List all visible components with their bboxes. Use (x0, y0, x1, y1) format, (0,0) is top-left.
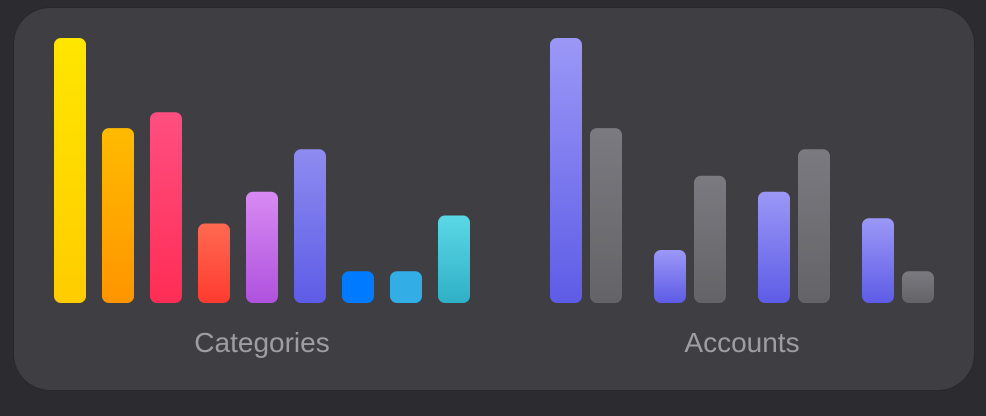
account-bar-2-secondary (694, 175, 726, 303)
accounts-label: Accounts (684, 327, 799, 358)
accounts-bars (550, 38, 934, 303)
category-bar-6 (294, 149, 326, 303)
account-bar-1-primary (550, 38, 582, 303)
account-bar-1-secondary (590, 128, 622, 303)
account-bar-4-secondary (902, 271, 934, 303)
account-bar-4-primary (862, 218, 894, 303)
category-bar-8 (390, 271, 422, 303)
categories-label: Categories (194, 327, 329, 358)
account-bar-3-primary (758, 191, 790, 303)
category-bar-3 (150, 112, 182, 303)
category-bar-2 (102, 128, 134, 303)
account-bar-3-secondary (798, 149, 830, 303)
category-bar-7 (342, 271, 374, 303)
category-bar-4 (198, 223, 230, 303)
account-bar-2-primary (654, 250, 686, 303)
category-bar-5 (246, 191, 278, 303)
categories-bars (54, 38, 470, 303)
category-bar-9 (438, 215, 470, 303)
category-bar-1 (54, 38, 86, 303)
